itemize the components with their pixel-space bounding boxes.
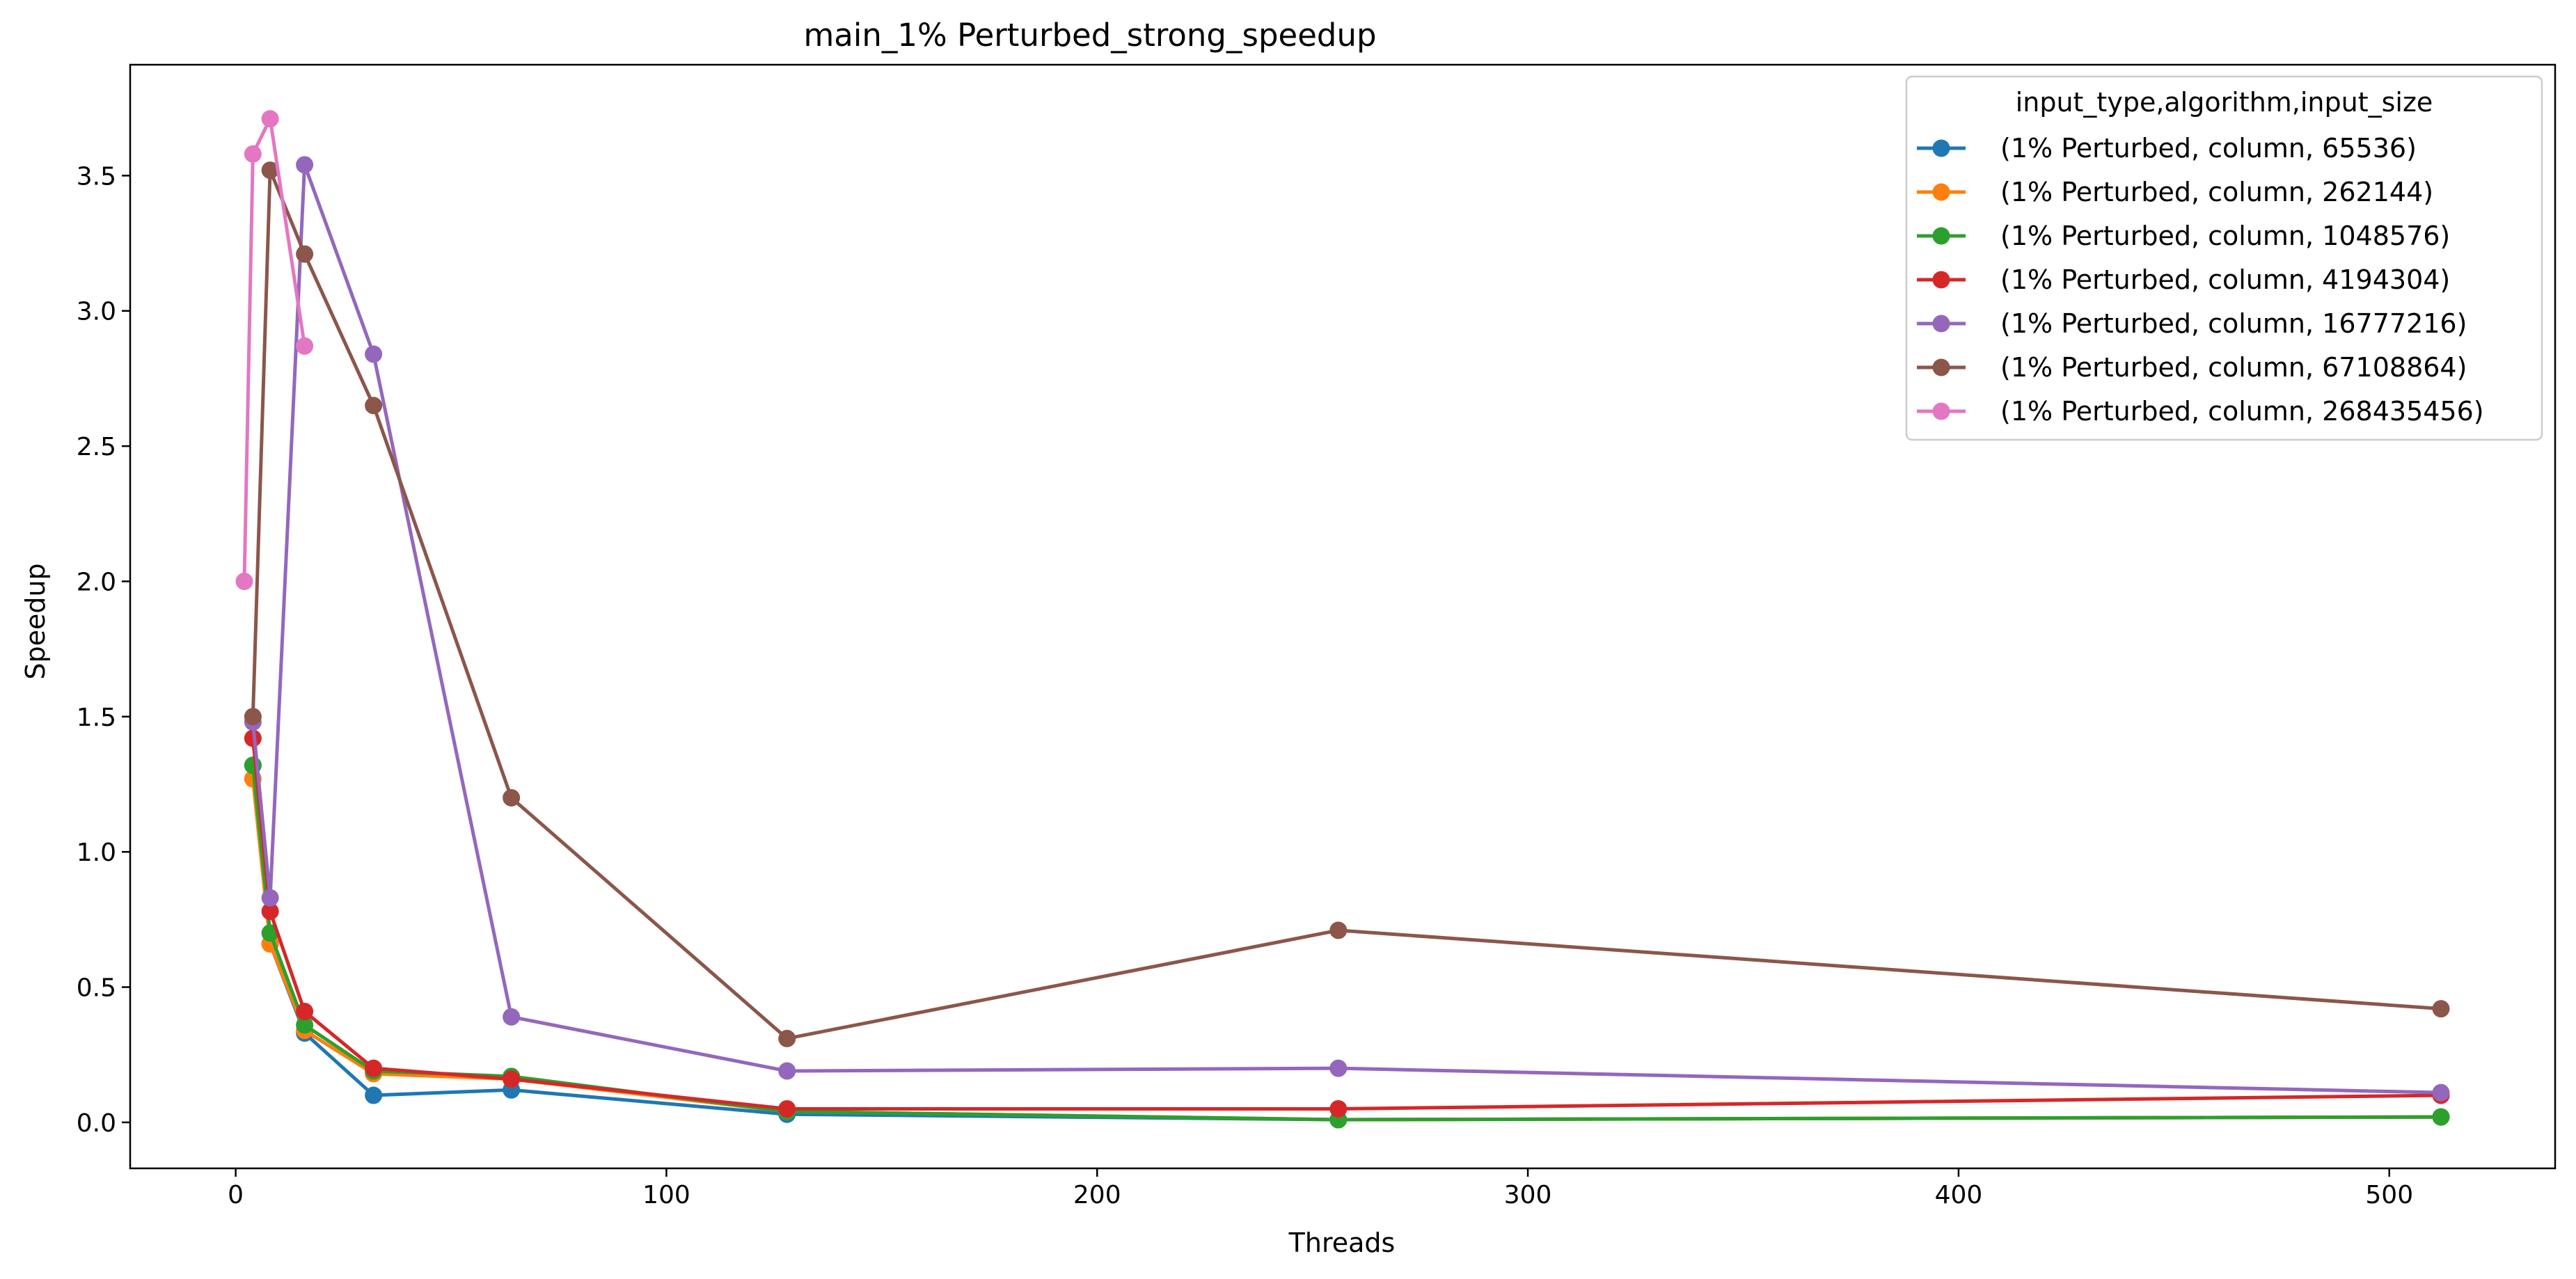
data-point xyxy=(365,345,383,363)
series-line xyxy=(251,163,2442,1095)
plot-area xyxy=(235,110,2450,1129)
y-tick-label: 3.0 xyxy=(77,298,116,326)
data-point xyxy=(296,156,314,174)
data-point xyxy=(1329,1099,1348,1118)
y-tick-label: 3.5 xyxy=(77,162,116,191)
data-point xyxy=(503,1008,521,1026)
data-point xyxy=(365,1059,383,1077)
series-line xyxy=(242,117,307,582)
data-point xyxy=(2432,1108,2450,1126)
data-point xyxy=(235,572,253,590)
x-tick-label: 100 xyxy=(642,1181,690,1209)
legend-label: (1% Perturbed, column, 67108864) xyxy=(2000,352,2467,383)
data-point xyxy=(261,110,279,128)
data-point xyxy=(261,889,279,907)
y-tick-label: 1.5 xyxy=(77,704,116,732)
legend-marker xyxy=(1932,271,1950,289)
legend-marker xyxy=(1932,183,1950,201)
plot-frame xyxy=(129,63,2557,1170)
data-point xyxy=(244,708,262,726)
data-point xyxy=(778,1099,796,1118)
legend-item: (1% Perturbed, column, 4194304) xyxy=(1917,264,2450,295)
x-axis: 0 100 200 300 400 500 xyxy=(228,1168,2413,1209)
legend-label: (1% Perturbed, column, 65536) xyxy=(2000,133,2417,164)
x-tick-label: 400 xyxy=(1935,1181,1983,1209)
y-tick-label: 2.0 xyxy=(77,568,116,596)
x-tick-label: 0 xyxy=(228,1181,244,1209)
y-tick-label: 2.5 xyxy=(77,433,116,461)
data-point xyxy=(778,1029,796,1047)
data-point xyxy=(296,337,314,355)
legend-item: (1% Perturbed, column, 67108864) xyxy=(1917,352,2467,383)
legend-item: (1% Perturbed, column, 268435456) xyxy=(1917,396,2484,427)
data-point xyxy=(503,1070,521,1088)
x-tick-label: 300 xyxy=(1504,1181,1552,1209)
legend-marker xyxy=(1932,315,1950,333)
legend-marker xyxy=(1932,139,1950,157)
legend-item: (1% Perturbed, column, 65536) xyxy=(1917,133,2417,164)
legend-item: (1% Perturbed, column, 262144) xyxy=(1917,177,2433,207)
legend-marker xyxy=(1932,402,1950,420)
legend-label: (1% Perturbed, column, 1048576) xyxy=(2000,221,2450,251)
data-point xyxy=(2432,1083,2450,1102)
legend-marker xyxy=(1932,227,1950,245)
y-tick-label: 1.0 xyxy=(77,839,116,867)
legend-label: (1% Perturbed, column, 4194304) xyxy=(2000,264,2450,295)
data-point xyxy=(296,1003,314,1021)
data-point xyxy=(261,903,279,921)
x-tick-label: 500 xyxy=(2365,1181,2413,1209)
legend-label: (1% Perturbed, column, 262144) xyxy=(2000,177,2433,207)
y-tick-label: 0.0 xyxy=(77,1109,116,1138)
y-axis: 0.0 0.5 1.0 1.5 2.0 2.5 3.0 3.5 xyxy=(77,162,130,1138)
data-point xyxy=(296,1016,314,1034)
data-point xyxy=(244,145,262,163)
legend: input_type,algorithm,input_size (1% Pertu… xyxy=(1905,75,2543,441)
y-tick-label: 0.5 xyxy=(77,974,116,1003)
legend-box xyxy=(1905,75,2543,441)
data-point xyxy=(778,1062,796,1080)
series-6 xyxy=(235,110,314,590)
data-point xyxy=(261,161,279,180)
series-4 xyxy=(244,156,2450,1102)
data-point xyxy=(365,397,383,415)
data-point xyxy=(1329,921,1348,939)
legend-item: (1% Perturbed, column, 1048576) xyxy=(1917,221,2450,251)
legend-title: input_type,algorithm,input_size xyxy=(2016,87,2433,118)
data-point xyxy=(296,245,314,263)
legend-marker xyxy=(1932,358,1950,376)
legend-label: (1% Perturbed, column, 268435456) xyxy=(2000,396,2484,427)
legend-item: (1% Perturbed, column, 16777216) xyxy=(1917,308,2467,339)
series-5 xyxy=(244,161,2450,1047)
chart-title: main_1% Perturbed_strong_speedup xyxy=(803,17,1376,54)
data-point xyxy=(2432,1000,2450,1018)
data-point xyxy=(365,1086,383,1104)
data-point xyxy=(1329,1059,1348,1077)
x-axis-label: Threads xyxy=(1288,1228,1396,1258)
series-line xyxy=(251,168,2442,1040)
legend-label: (1% Perturbed, column, 16777216) xyxy=(2000,308,2467,339)
series-line xyxy=(251,738,2442,1111)
data-point xyxy=(503,788,521,807)
y-axis-label: Speedup xyxy=(20,563,51,679)
x-tick-label: 200 xyxy=(1073,1181,1121,1209)
